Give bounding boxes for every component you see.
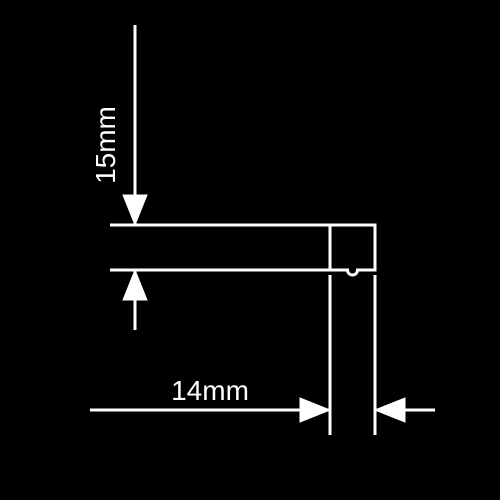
h-arrow-right <box>300 398 330 422</box>
h-dim-label: 14mm <box>171 375 249 406</box>
v-arrow-down <box>123 195 147 225</box>
dimension-diagram: 15mm 14mm <box>0 0 500 500</box>
v-dim-label: 15mm <box>90 106 121 184</box>
v-arrow-up <box>123 270 147 300</box>
h-arrow-left <box>375 398 405 422</box>
profile-square <box>330 225 375 275</box>
